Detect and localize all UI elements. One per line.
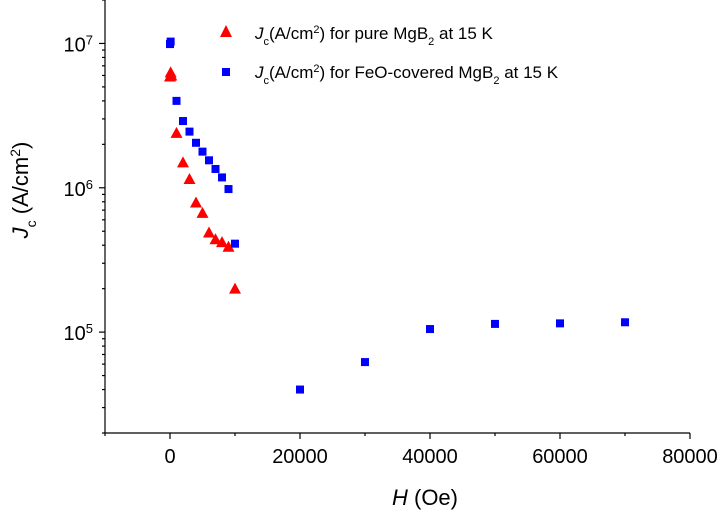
data-point-pure-mgb2 (190, 196, 202, 208)
x-tick-labels: 0 20000 40000 60000 80000 (164, 446, 717, 468)
x-tick-label: 40000 (402, 446, 458, 468)
data-point-feo-covered-mgb2 (426, 325, 434, 334)
data-point-pure-mgb2 (222, 240, 235, 252)
legend-marker-square (222, 68, 230, 76)
legend: Jc(A/cm2) for pure MgB2 at 15 K Jc(A/cm2… (220, 24, 559, 87)
data-point-pure-mgb2 (183, 173, 196, 185)
data-point-pure-mgb2 (177, 156, 189, 168)
plot-frame (104, 0, 690, 434)
data-points (164, 37, 629, 394)
y-tick-label: 105 (64, 321, 93, 346)
data-point-feo-covered-mgb2 (179, 117, 187, 126)
data-point-pure-mgb2 (165, 69, 178, 81)
x-tick-label: 0 (164, 446, 175, 468)
data-point-feo-covered-mgb2 (166, 37, 175, 46)
data-point-pure-mgb2 (203, 226, 215, 238)
data-point-feo-covered-mgb2 (172, 96, 181, 105)
data-point-feo-covered-mgb2 (185, 127, 194, 136)
data-point-feo-covered-mgb2 (218, 173, 226, 182)
y-tick-labels: 105 106 107 (64, 32, 93, 345)
data-point-feo-covered-mgb2 (361, 358, 369, 367)
data-point-feo-covered-mgb2 (211, 164, 220, 173)
legend-entry-feo: Jc(A/cm2) for FeO-covered MgB2 at 15 K (254, 63, 559, 87)
y-axis-label-symbol: J (8, 226, 33, 239)
data-point-pure-mgb2 (196, 206, 209, 218)
y-axis-label-sub: c (23, 220, 39, 227)
y-axis-label-end: ) (8, 142, 33, 149)
data-point-feo-covered-mgb2 (491, 319, 499, 328)
y-tick-label: 107 (64, 32, 93, 57)
y-axis-label-sup: 2 (7, 149, 23, 157)
x-axis-label-symbol: H (392, 485, 408, 510)
data-point-pure-mgb2 (170, 126, 183, 138)
data-point-feo-covered-mgb2 (231, 239, 239, 248)
data-point-feo-covered-mgb2 (192, 138, 200, 147)
x-axis-label: H (Oe) (392, 485, 458, 510)
x-axis-ticks (104, 433, 691, 439)
data-point-feo-covered-mgb2 (556, 319, 564, 328)
data-point-feo-covered-mgb2 (205, 156, 213, 165)
data-point-pure-mgb2 (229, 282, 241, 294)
y-axis-label: Jc (A/cm2) (7, 142, 39, 240)
data-point-feo-covered-mgb2 (224, 185, 233, 194)
y-axis-ticks (99, 0, 105, 434)
data-point-pure-mgb2 (209, 233, 222, 245)
x-tick-label: 80000 (662, 446, 718, 468)
y-tick-label: 106 (64, 176, 93, 201)
legend-entry-pure: Jc(A/cm2) for pure MgB2 at 15 K (254, 24, 494, 48)
x-tick-label: 60000 (532, 446, 588, 468)
x-tick-label: 20000 (272, 446, 328, 468)
data-point-pure-mgb2 (216, 236, 228, 248)
legend-marker-triangle (220, 25, 232, 37)
x-axis-label-unit: (Oe) (408, 485, 458, 510)
y-axis-label-unit: (A/cm (8, 157, 33, 221)
data-point-feo-covered-mgb2 (198, 147, 207, 156)
data-point-feo-covered-mgb2 (621, 318, 629, 327)
data-point-feo-covered-mgb2 (296, 385, 304, 394)
